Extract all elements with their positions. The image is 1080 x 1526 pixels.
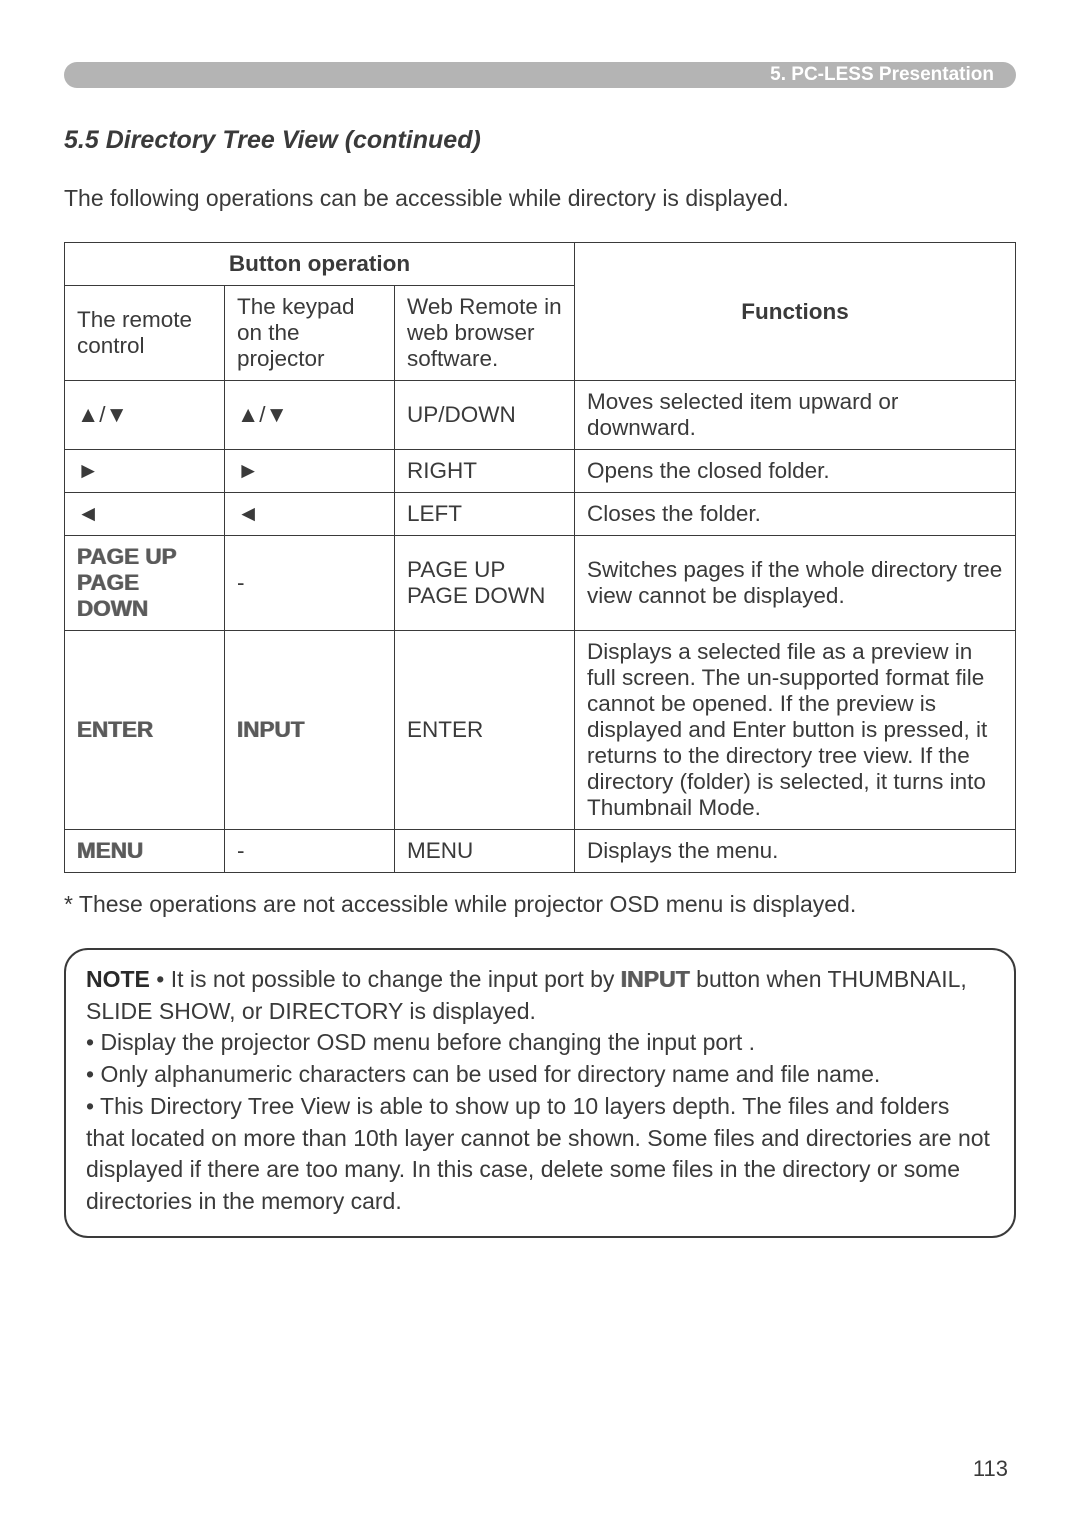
cell-web: LEFT <box>395 493 575 536</box>
cell-keypad: ▲/▼ <box>225 381 395 450</box>
note-line1-prefix: • It is not possible to change the input… <box>150 966 621 992</box>
footnote: * These operations are not accessible wh… <box>64 891 1016 918</box>
cell-func: Displays a selected file as a preview in… <box>575 631 1016 830</box>
table-row: ◄◄LEFTCloses the folder. <box>65 493 1016 536</box>
cell-web: MENU <box>395 830 575 873</box>
th-keypad: The keypad on the projector <box>225 286 395 381</box>
cell-web: PAGE UPPAGE DOWN <box>395 536 575 631</box>
note-box: NOTE • It is not possible to change the … <box>64 948 1016 1238</box>
cell-func: Opens the closed folder. <box>575 450 1016 493</box>
cell-func: Closes the folder. <box>575 493 1016 536</box>
cell-keypad: ◄ <box>225 493 395 536</box>
cell-remote: ► <box>65 450 225 493</box>
page-number: 113 <box>973 1456 1008 1482</box>
table-header-row-1: Button operation Functions <box>65 243 1016 286</box>
table-row: PAGE UPPAGE DOWN-PAGE UPPAGE DOWNSwitche… <box>65 536 1016 631</box>
note-line2: • Display the projector OSD menu before … <box>86 1029 755 1055</box>
cell-func: Moves selected item upward or downward. <box>575 381 1016 450</box>
cell-remote: ▲/▼ <box>65 381 225 450</box>
cell-func: Displays the menu. <box>575 830 1016 873</box>
cell-func: Switches pages if the whole directory tr… <box>575 536 1016 631</box>
section-title: 5.5 Directory Tree View (continued) <box>64 126 1016 155</box>
cell-keypad: - <box>225 830 395 873</box>
intro-text: The following operations can be accessib… <box>64 185 1016 212</box>
cell-keypad: ► <box>225 450 395 493</box>
table-row: ►►RIGHTOpens the closed folder. <box>65 450 1016 493</box>
cell-keypad: - <box>225 536 395 631</box>
cell-web: UP/DOWN <box>395 381 575 450</box>
note-line1-bold: INPUT <box>621 966 690 992</box>
table-row: ▲/▼▲/▼UP/DOWNMoves selected item upward … <box>65 381 1016 450</box>
cell-remote: PAGE UPPAGE DOWN <box>65 536 225 631</box>
chapter-header-bar: 5. PC-LESS Presentation <box>64 62 1016 88</box>
operations-table: Button operation Functions The remote co… <box>64 242 1016 873</box>
cell-web: ENTER <box>395 631 575 830</box>
note-label: NOTE <box>86 966 150 992</box>
th-button-operation: Button operation <box>65 243 575 286</box>
note-line3: • Only alphanumeric characters can be us… <box>86 1061 880 1087</box>
table-row: MENU-MENUDisplays the menu. <box>65 830 1016 873</box>
cell-remote: ENTER <box>65 631 225 830</box>
cell-remote: MENU <box>65 830 225 873</box>
th-functions: Functions <box>575 243 1016 381</box>
th-web: Web Remote in web browser software. <box>395 286 575 381</box>
cell-remote: ◄ <box>65 493 225 536</box>
note-line4: • This Directory Tree View is able to sh… <box>86 1093 990 1214</box>
th-remote: The remote control <box>65 286 225 381</box>
chapter-label: 5. PC-LESS Presentation <box>770 64 994 86</box>
cell-web: RIGHT <box>395 450 575 493</box>
table-row: ENTERINPUTENTERDisplays a selected file … <box>65 631 1016 830</box>
cell-keypad: INPUT <box>225 631 395 830</box>
